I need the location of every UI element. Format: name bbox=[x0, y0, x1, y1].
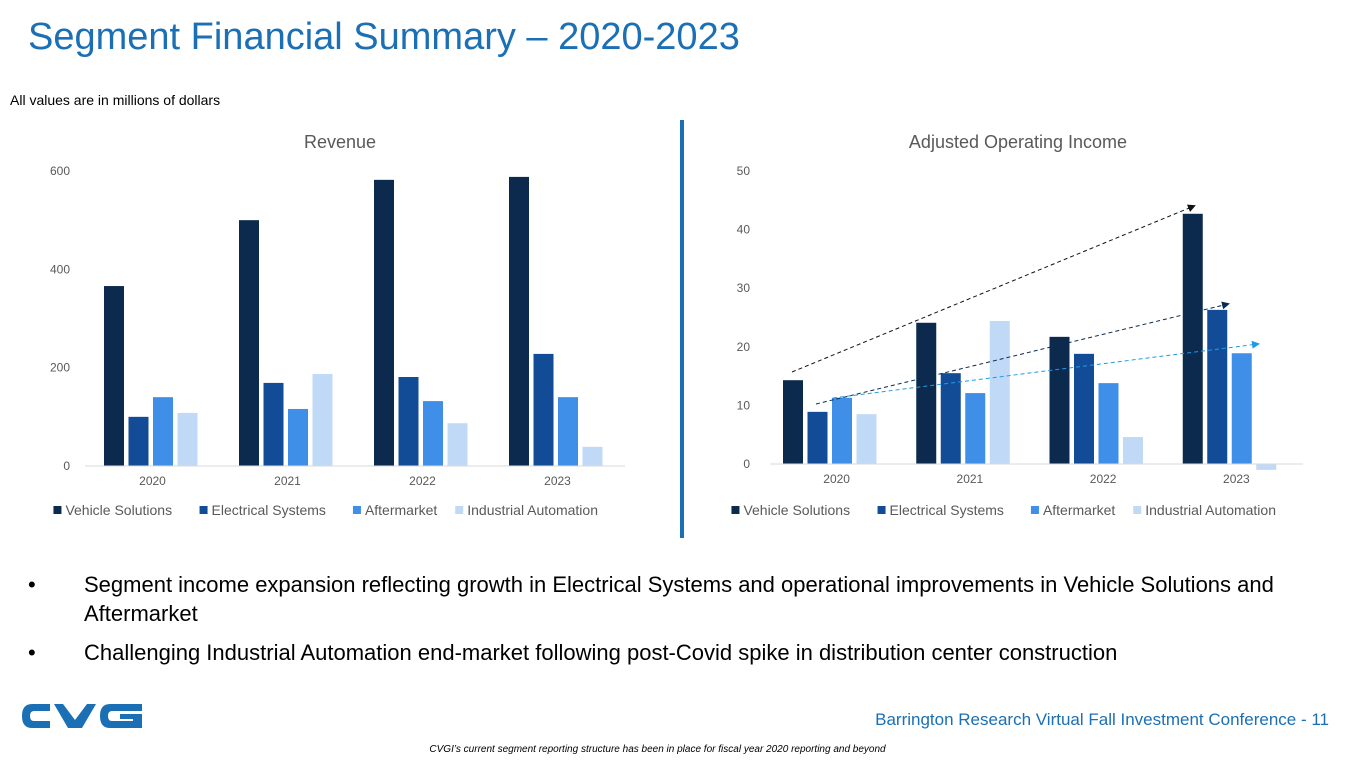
chart-title: Revenue bbox=[304, 132, 376, 152]
legend-swatch bbox=[877, 506, 886, 514]
y-tick-label: 600 bbox=[50, 164, 70, 178]
bar-aftermarket-2020 bbox=[832, 397, 852, 464]
legend-swatch bbox=[199, 506, 208, 514]
trend-arrow-vehicle-solutions bbox=[791, 204, 1196, 373]
bar-electrical-systems-2023 bbox=[533, 353, 554, 466]
y-tick-label: 0 bbox=[743, 457, 750, 471]
y-tick-label: 10 bbox=[737, 398, 751, 412]
bar-aftermarket-2023 bbox=[558, 397, 578, 466]
x-tick-label: 2020 bbox=[823, 472, 850, 486]
x-tick-label: 2021 bbox=[957, 472, 984, 486]
bar-aftermarket-2022 bbox=[1098, 383, 1119, 464]
legend-swatch bbox=[53, 506, 62, 514]
legend-swatch bbox=[455, 506, 464, 514]
bar-aftermarket-2021 bbox=[288, 408, 308, 466]
bar-industrial-automation-2020 bbox=[856, 414, 877, 464]
legend-label: Electrical Systems bbox=[212, 502, 326, 518]
bar-electrical-systems-2023 bbox=[1207, 309, 1228, 464]
legend-label: Vehicle Solutions bbox=[65, 502, 172, 518]
bullet-glyph: • bbox=[28, 572, 36, 597]
y-tick-label: 30 bbox=[737, 281, 751, 295]
bar-vehicle-solutions-2021 bbox=[916, 322, 937, 464]
bar-vehicle-solutions-2021 bbox=[239, 220, 259, 466]
legend-label: Industrial Automation bbox=[1145, 502, 1276, 518]
bar-vehicle-solutions-2020 bbox=[104, 286, 124, 466]
legend-swatch bbox=[1030, 506, 1039, 514]
bar-industrial-automation-2023 bbox=[1256, 464, 1277, 470]
bar-vehicle-solutions-2023 bbox=[1182, 213, 1203, 464]
cvg-logo bbox=[20, 700, 146, 737]
legend-label: Electrical Systems bbox=[890, 502, 1004, 518]
bullet-list: • Segment income expansion reflecting gro… bbox=[28, 570, 1328, 677]
bar-vehicle-solutions-2022 bbox=[1049, 336, 1070, 464]
bar-vehicle-solutions-2020 bbox=[783, 380, 803, 464]
bar-industrial-automation-2021 bbox=[312, 374, 333, 466]
y-tick-label: 20 bbox=[737, 340, 751, 354]
bar-electrical-systems-2020 bbox=[128, 416, 149, 466]
bar-aftermarket-2023 bbox=[1231, 353, 1252, 464]
x-tick-label: 2023 bbox=[1223, 472, 1250, 486]
bar-electrical-systems-2022 bbox=[398, 377, 419, 466]
legend-swatch bbox=[352, 506, 361, 514]
bar-industrial-automation-2023 bbox=[582, 446, 603, 466]
bullet-item: • Challenging Industrial Automation end-m… bbox=[28, 638, 1328, 667]
y-tick-label: 50 bbox=[737, 164, 751, 178]
bar-aftermarket-2021 bbox=[965, 393, 986, 464]
legend-label: Aftermarket bbox=[365, 502, 437, 518]
bar-electrical-systems-2021 bbox=[940, 373, 961, 464]
legend-swatch bbox=[731, 506, 740, 514]
x-tick-label: 2023 bbox=[544, 474, 571, 488]
bar-electrical-systems-2022 bbox=[1074, 353, 1094, 464]
legend-label: Aftermarket bbox=[1043, 502, 1115, 518]
legend-label: Industrial Automation bbox=[467, 502, 598, 518]
units-note: All values are in millions of dollars bbox=[10, 92, 221, 108]
bar-aftermarket-2020 bbox=[153, 397, 173, 466]
bullet-text: Challenging Industrial Automation end-ma… bbox=[84, 640, 1118, 665]
page-title: Segment Financial Summary – 2020-2023 bbox=[28, 16, 740, 58]
bar-electrical-systems-2020 bbox=[807, 411, 828, 464]
legend-swatch bbox=[1133, 506, 1142, 514]
y-tick-label: 200 bbox=[50, 361, 70, 375]
bar-aftermarket-2022 bbox=[423, 401, 443, 466]
bullet-glyph: • bbox=[28, 640, 36, 665]
footer-conference: Barrington Research Virtual Fall Investm… bbox=[875, 710, 1329, 729]
footnote: CVGI’s current segment reporting structu… bbox=[429, 744, 886, 755]
x-tick-label: 2021 bbox=[274, 474, 301, 488]
bullet-text: Segment income expansion reflecting grow… bbox=[84, 572, 1274, 626]
y-tick-label: 400 bbox=[50, 262, 70, 276]
x-tick-label: 2022 bbox=[409, 474, 436, 488]
chart-title: Adjusted Operating Income bbox=[909, 132, 1127, 152]
trend-arrow-aftermarket bbox=[832, 340, 1260, 399]
bar-industrial-automation-2021 bbox=[989, 321, 1010, 464]
bar-industrial-automation-2022 bbox=[447, 423, 468, 466]
y-tick-label: 0 bbox=[63, 459, 70, 473]
x-tick-label: 2022 bbox=[1090, 472, 1117, 486]
divider bbox=[680, 120, 684, 538]
bullet-item: • Segment income expansion reflecting gro… bbox=[28, 570, 1328, 628]
legend-label: Vehicle Solutions bbox=[743, 502, 850, 518]
bar-industrial-automation-2022 bbox=[1123, 437, 1143, 464]
trend-arrow-electrical-systems bbox=[815, 301, 1230, 405]
bar-vehicle-solutions-2022 bbox=[374, 179, 394, 466]
bar-electrical-systems-2021 bbox=[263, 382, 284, 466]
x-tick-label: 2020 bbox=[139, 474, 166, 488]
y-tick-label: 40 bbox=[737, 223, 751, 237]
bar-vehicle-solutions-2023 bbox=[509, 176, 529, 466]
bar-industrial-automation-2020 bbox=[177, 412, 198, 466]
